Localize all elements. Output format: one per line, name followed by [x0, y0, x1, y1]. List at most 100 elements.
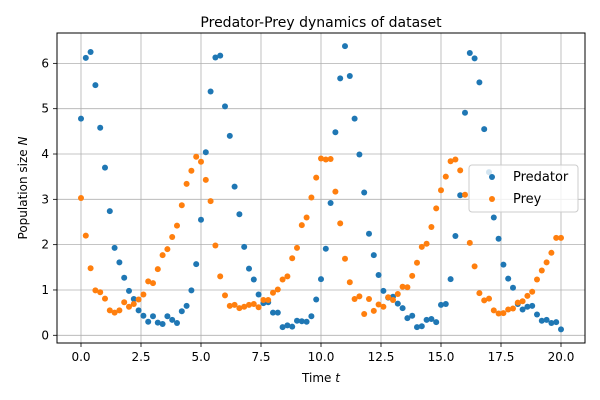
prey-point [183, 180, 190, 187]
prey-point [250, 301, 257, 308]
predator-point [140, 312, 147, 319]
prey-point [116, 307, 123, 314]
predator-point [169, 316, 176, 323]
predator-point [116, 259, 123, 266]
x-tick-label: 17.5 [488, 350, 515, 364]
prey-point [222, 292, 228, 299]
predator-point [462, 109, 468, 116]
x-tick-label: 12.5 [368, 350, 395, 364]
prey-point [351, 296, 358, 303]
predator-point [198, 216, 204, 223]
x-tick-label: 2.5 [131, 350, 150, 364]
prey-point [495, 310, 502, 317]
prey-point [481, 297, 488, 304]
predator-point [226, 132, 233, 139]
prey-point [308, 194, 315, 201]
legend-label-predator: Predator [513, 170, 569, 185]
prey-point [298, 222, 305, 229]
predator-point [466, 49, 473, 56]
predator-point [222, 103, 228, 110]
predator-point [370, 252, 377, 259]
predator-point [164, 313, 171, 320]
prey-point [346, 279, 353, 286]
predator-point [553, 319, 560, 326]
predator-point [322, 245, 329, 252]
predator-point [414, 324, 420, 331]
predator-point [327, 199, 334, 206]
prey-point [111, 309, 118, 316]
prey-point [226, 302, 233, 309]
prey-point [490, 307, 497, 314]
predator-point [404, 315, 411, 322]
x-tick-label: 15.0 [428, 350, 455, 364]
predator-point [212, 54, 219, 61]
prey-point [457, 167, 464, 174]
predator-point [433, 319, 440, 326]
prey-point [534, 276, 540, 283]
prey-point [193, 153, 200, 160]
predator-point [500, 261, 507, 268]
prey-point [337, 220, 344, 227]
predator-point [246, 265, 252, 272]
prey-point [246, 301, 252, 308]
prey-point [385, 294, 392, 301]
prey-point [154, 266, 161, 273]
x-tick-label: 20.0 [548, 350, 575, 364]
predator-point [87, 49, 94, 56]
legend: Predator Prey [468, 164, 579, 213]
prey-point [284, 273, 291, 280]
prey-point [442, 173, 449, 180]
prey-point [150, 280, 156, 287]
prey-point [514, 299, 521, 306]
prey-point [423, 240, 430, 247]
prey-point [404, 284, 411, 291]
predator-point [207, 88, 214, 95]
prey-point [366, 296, 372, 303]
predator-point [279, 324, 286, 331]
predator-point [351, 115, 358, 122]
predator-point [505, 275, 512, 282]
prey-point [466, 239, 473, 246]
predator-point [294, 317, 300, 324]
predator-point [289, 323, 296, 330]
predator-point [308, 313, 315, 320]
predator-point [313, 296, 320, 303]
predator-point [332, 129, 339, 136]
predator-point [342, 43, 348, 50]
prey-point [447, 158, 454, 165]
prey-point [174, 222, 180, 229]
predator-point [82, 54, 89, 61]
predator-point [174, 320, 180, 327]
y-tick-label: 2 [41, 238, 49, 252]
legend-box [468, 164, 579, 213]
prey-point [318, 155, 324, 162]
predator-point [78, 115, 84, 122]
prey-point [82, 232, 89, 239]
predator-point [438, 301, 444, 308]
predator-point [538, 317, 545, 324]
prey-point [78, 194, 84, 201]
prey-point [322, 156, 329, 163]
prey-point [270, 289, 276, 296]
predator-point [337, 75, 344, 82]
y-axis-label: Population size N [16, 137, 30, 240]
predator-point [447, 276, 454, 283]
predator-point [130, 296, 137, 303]
prey-point [553, 234, 560, 241]
prey-point [121, 299, 128, 306]
predator-point [188, 287, 195, 294]
prey-point [169, 233, 176, 240]
prey-point [433, 205, 440, 212]
predator-point [231, 183, 238, 190]
predator-point [92, 82, 99, 89]
predator-point [476, 79, 483, 86]
predator-point [250, 276, 257, 283]
predator-point [356, 151, 363, 158]
prey-point [217, 273, 224, 280]
predator-point [217, 52, 224, 59]
prey-point [130, 301, 137, 308]
x-tick-label: 0.0 [71, 350, 90, 364]
predator-point [255, 291, 262, 298]
y-tick-label: 1 [41, 283, 49, 297]
predator-point [524, 303, 531, 310]
